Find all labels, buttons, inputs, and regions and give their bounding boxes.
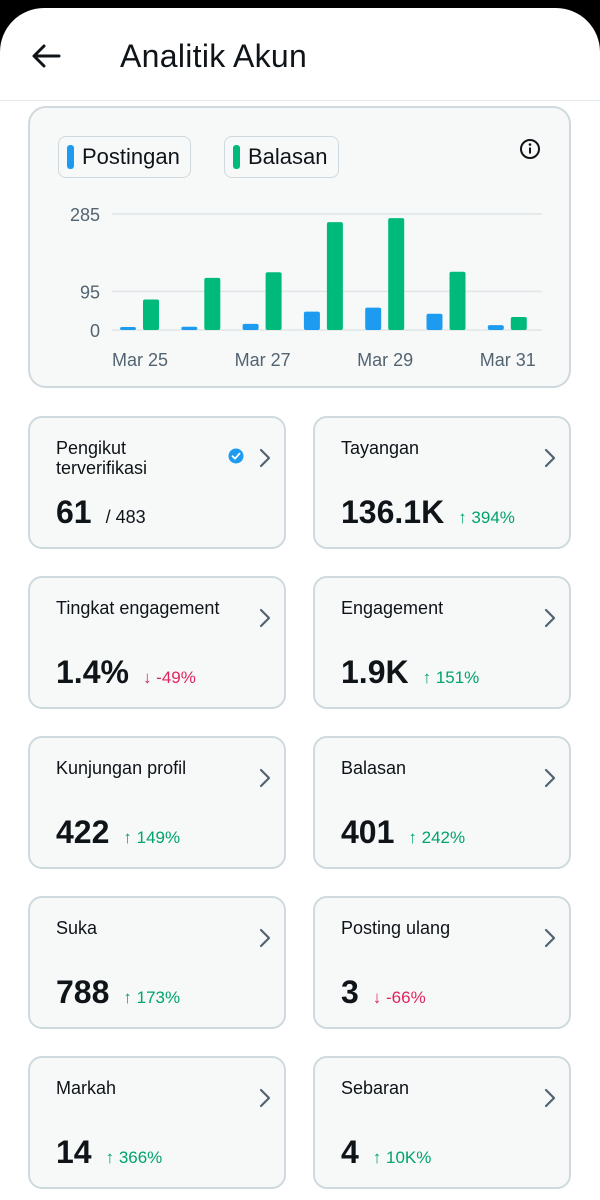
- stat-label: Suka: [56, 918, 98, 938]
- stat-label: Markah: [56, 1078, 117, 1098]
- stat-delta: ↑ 149%: [123, 828, 181, 847]
- posts-swatch: [67, 145, 74, 169]
- bar-replies[interactable]: [449, 271, 466, 330]
- bar-posts[interactable]: [487, 325, 504, 330]
- stat-value-row: 788 ↑ 173%: [56, 974, 180, 1011]
- stat-value-row: 61 / 483: [56, 494, 146, 531]
- stat-label: Tingkat engagement: [56, 598, 220, 618]
- stat-value: 136.1K: [341, 494, 445, 530]
- stat-card[interactable]: Tayangan 136.1K ↑ 394%: [313, 416, 571, 549]
- stat-value-row: 3 ↓ -66%: [341, 974, 426, 1011]
- bar-posts[interactable]: [181, 326, 198, 330]
- stat-card[interactable]: Pengikut terverifikasi 61 / 483: [28, 416, 286, 549]
- stat-value: 3: [341, 974, 359, 1010]
- bar-posts[interactable]: [242, 323, 259, 330]
- chevron-right-icon: [259, 928, 271, 948]
- x-tick-label: Mar 31: [480, 350, 536, 370]
- stat-label: Sebaran: [341, 1078, 410, 1098]
- y-tick-label: 95: [80, 282, 100, 302]
- stat-value: 14: [56, 1134, 92, 1170]
- bar-posts[interactable]: [120, 327, 136, 330]
- app-header: Analitik Akun: [0, 8, 600, 101]
- stat-label: Balasan: [341, 758, 407, 778]
- legend-replies-label: Balasan: [248, 144, 328, 169]
- bar-replies[interactable]: [326, 222, 343, 330]
- stat-value-row: 422 ↑ 149%: [56, 814, 180, 851]
- y-tick-label: 0: [90, 321, 100, 341]
- stat-delta: ↑ 10K%: [372, 1148, 432, 1167]
- stat-value-row: 1.9K ↑ 151%: [341, 654, 479, 691]
- stat-card[interactable]: Kunjungan profil 422 ↑ 149%: [28, 736, 286, 869]
- legend-replies[interactable]: Balasan: [224, 136, 339, 178]
- stat-delta: ↑ 394%: [458, 508, 515, 527]
- stat-delta: ↑ 173%: [123, 988, 181, 1007]
- chevron-right-icon: [259, 768, 271, 788]
- verified-badge-icon: [228, 448, 244, 464]
- stat-delta: ↑ 366%: [105, 1148, 163, 1167]
- replies-swatch: [233, 145, 240, 169]
- stat-value-row: 136.1K ↑ 394%: [341, 494, 515, 531]
- bar-replies[interactable]: [143, 299, 159, 330]
- stat-label: Engagement: [341, 598, 444, 618]
- x-tick-label: Mar 29: [357, 350, 413, 370]
- stat-value: 61: [56, 494, 92, 530]
- bar-posts[interactable]: [426, 313, 443, 330]
- screen: Analitik Akun Postingan Balasan 285 95 0 Ma…: [0, 8, 600, 1200]
- stat-value: 401: [341, 814, 395, 850]
- stat-delta: ↓ -66%: [372, 988, 426, 1007]
- bar-replies[interactable]: [204, 277, 221, 330]
- chevron-right-icon: [544, 1088, 556, 1108]
- y-tick-label: 285: [70, 205, 100, 225]
- arrow-left-icon: [32, 44, 61, 68]
- stat-total: / 483: [105, 507, 146, 527]
- bar-replies[interactable]: [388, 218, 405, 330]
- chevron-right-icon: [259, 448, 271, 468]
- stat-card[interactable]: Sebaran 4 ↑ 10K%: [313, 1056, 571, 1189]
- back-button[interactable]: [26, 36, 66, 76]
- page-title: Analitik Akun: [120, 38, 308, 74]
- stat-label: Tayangan: [341, 438, 420, 458]
- stat-value: 422: [56, 814, 110, 850]
- stat-value: 1.4%: [56, 654, 129, 690]
- chevron-right-icon: [544, 608, 556, 628]
- stat-value: 4: [341, 1134, 359, 1170]
- stat-delta: ↓ -49%: [142, 668, 196, 687]
- legend-posts[interactable]: Postingan: [58, 136, 191, 178]
- stat-label: Posting ulang: [341, 918, 451, 938]
- stat-delta: ↑ 242%: [408, 828, 466, 847]
- stat-label: Pengikut terverifikasi: [56, 438, 148, 478]
- bar-replies[interactable]: [510, 316, 527, 330]
- stat-value: 788: [56, 974, 110, 1010]
- stat-card[interactable]: Posting ulang 3 ↓ -66%: [313, 896, 571, 1029]
- info-icon: [520, 139, 540, 159]
- stat-value: 1.9K: [341, 654, 409, 690]
- stat-value-row: 1.4% ↓ -49%: [56, 654, 196, 691]
- stat-card[interactable]: Tingkat engagement 1.4% ↓ -49%: [28, 576, 286, 709]
- stat-card[interactable]: Engagement 1.9K ↑ 151%: [313, 576, 571, 709]
- chevron-right-icon: [544, 448, 556, 468]
- stat-delta: ↑ 151%: [422, 668, 480, 687]
- bar-posts[interactable]: [365, 307, 382, 330]
- info-button[interactable]: [519, 138, 541, 165]
- stat-label: Kunjungan profil: [56, 758, 187, 778]
- chevron-right-icon: [259, 608, 271, 628]
- chart-card: Postingan Balasan 285 95 0 Mar 25 Mar 27 Mar …: [28, 106, 571, 388]
- stat-card[interactable]: Suka 788 ↑ 173%: [28, 896, 286, 1029]
- stat-card[interactable]: Balasan 401 ↑ 242%: [313, 736, 571, 869]
- chevron-right-icon: [544, 928, 556, 948]
- stat-value-row: 401 ↑ 242%: [341, 814, 465, 851]
- chevron-right-icon: [544, 768, 556, 788]
- stat-value-row: 4 ↑ 10K%: [341, 1134, 431, 1171]
- stat-value-row: 14 ↑ 366%: [56, 1134, 162, 1171]
- x-tick-label: Mar 25: [112, 350, 168, 370]
- bar-replies[interactable]: [265, 272, 282, 330]
- legend-posts-label: Postingan: [82, 144, 180, 169]
- stat-card[interactable]: Markah 14 ↑ 366%: [28, 1056, 286, 1189]
- bar-chart: 285 95 0 Mar 25 Mar 27 Mar 29 Mar 31: [70, 205, 542, 370]
- x-tick-label: Mar 27: [235, 350, 291, 370]
- chevron-right-icon: [259, 1088, 271, 1108]
- bar-posts[interactable]: [303, 311, 320, 330]
